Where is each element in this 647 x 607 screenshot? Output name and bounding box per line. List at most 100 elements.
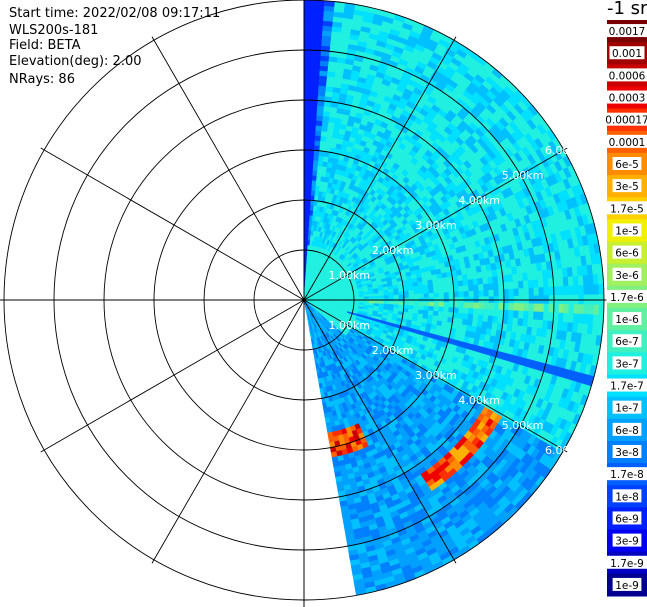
data-cell (304, 19, 314, 26)
data-cell (518, 288, 525, 297)
data-cell (417, 285, 424, 291)
data-cell (487, 315, 494, 323)
data-cell (428, 288, 435, 294)
data-cell (304, 14, 315, 21)
data-cell (304, 169, 309, 176)
data-cell (310, 89, 319, 96)
data-cell (592, 274, 599, 285)
data-cell (488, 283, 494, 291)
data-cell (507, 274, 514, 283)
data-cell (311, 180, 317, 186)
data-cell (304, 84, 312, 91)
data-cell (482, 277, 489, 285)
data-cell (308, 169, 314, 176)
data-cell (304, 39, 314, 46)
data-cell (583, 284, 590, 296)
colorbar-unit-label: -1 sr (607, 0, 647, 19)
data-cell (468, 290, 475, 298)
data-cell (461, 318, 469, 326)
data-cell (587, 274, 594, 286)
data-cell (558, 286, 565, 296)
data-cell (318, 155, 325, 162)
data-cell (463, 291, 470, 298)
data-cell (573, 285, 580, 296)
data-cell (453, 307, 460, 314)
data-cell (518, 303, 525, 312)
data-cell (483, 302, 490, 310)
data-cell (517, 280, 524, 289)
data-cell (427, 283, 434, 290)
data-cell (304, 159, 310, 166)
instrument-label: WLS200s-181 (9, 23, 99, 38)
data-cell (304, 49, 313, 56)
data-cell (304, 164, 309, 171)
data-cell (412, 285, 419, 291)
data-cell (458, 285, 464, 293)
data-cell (582, 313, 589, 325)
data-cell (568, 285, 575, 296)
data-cell (428, 306, 435, 312)
start-time-label: Start time: 2022/02/08 09:17:11 (9, 6, 221, 21)
data-cell (422, 309, 429, 316)
data-cell (408, 305, 415, 310)
data-cell (557, 277, 564, 287)
data-cell (422, 284, 429, 290)
data-cell (403, 287, 409, 292)
data-cell (304, 4, 315, 11)
data-cell (353, 296, 360, 300)
data-cell (567, 276, 574, 287)
data-cell (508, 288, 515, 297)
data-cell (598, 283, 604, 295)
data-cell (512, 273, 519, 282)
data-cell (577, 275, 584, 286)
data-cell (304, 59, 313, 66)
data-cell (304, 139, 310, 146)
data-cell (408, 290, 415, 295)
data-cell (304, 129, 311, 136)
data-cell (321, 125, 329, 132)
data-cell (304, 0, 315, 6)
data-cell (477, 314, 484, 322)
data-cell (304, 194, 308, 201)
data-cell (304, 149, 310, 156)
data-cell (537, 278, 544, 288)
data-cell (477, 277, 484, 285)
data-cell (403, 290, 410, 295)
data-cell (310, 109, 318, 116)
data-cell (517, 318, 524, 327)
data-cell (538, 287, 545, 296)
data-cell (488, 302, 495, 310)
data-cell (472, 278, 479, 286)
data-cell (373, 293, 380, 297)
data-cell (463, 285, 469, 292)
data-cell (315, 125, 323, 132)
data-cell (553, 286, 560, 296)
data-cell (317, 90, 326, 97)
data-cell (493, 282, 499, 291)
data-cell (448, 286, 455, 293)
data-cell (304, 154, 310, 161)
data-cell (432, 278, 439, 285)
data-cell (462, 313, 469, 320)
data-cell (319, 140, 327, 147)
data-cell (423, 305, 430, 311)
data-cell (443, 287, 450, 293)
data-cell (418, 289, 425, 295)
data-cell (318, 80, 327, 87)
data-cell (313, 4, 325, 11)
data-cell (488, 309, 494, 317)
data-cell (557, 312, 564, 323)
data-cell (578, 285, 585, 296)
data-cell (453, 286, 459, 293)
data-cell (538, 303, 545, 313)
data-cell (312, 29, 323, 36)
data-cell (304, 54, 313, 61)
data-cell (478, 308, 484, 316)
data-cell (304, 94, 312, 101)
data-cell (304, 9, 315, 16)
data-cell (522, 280, 529, 289)
data-cell (363, 296, 370, 300)
data-cell (493, 289, 500, 297)
data-cell (304, 64, 313, 71)
data-cell (408, 301, 415, 306)
